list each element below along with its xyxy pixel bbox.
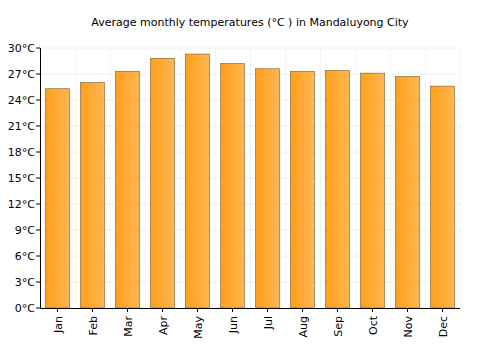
y-tick bbox=[36, 308, 40, 309]
x-tick bbox=[232, 308, 233, 312]
y-tick bbox=[36, 126, 40, 127]
x-tick-label: Nov bbox=[402, 316, 415, 338]
x-tick bbox=[162, 308, 163, 312]
x-tick bbox=[127, 308, 128, 312]
x-tick-label: Apr bbox=[157, 316, 170, 336]
y-tick-label: 12°C bbox=[8, 198, 35, 211]
grid-line-vertical bbox=[285, 48, 286, 308]
bar bbox=[186, 54, 210, 308]
grid-line-vertical bbox=[215, 48, 216, 308]
bar bbox=[81, 83, 105, 308]
y-tick-label: 6°C bbox=[15, 250, 35, 263]
y-tick-label: 21°C bbox=[8, 120, 35, 133]
x-tick-label: Jul bbox=[262, 316, 275, 330]
grid-line-vertical bbox=[110, 48, 111, 308]
bar bbox=[116, 71, 140, 308]
grid-line-vertical bbox=[40, 48, 41, 308]
x-tick-label: Aug bbox=[297, 316, 310, 337]
y-tick-label: 15°C bbox=[8, 172, 35, 185]
x-tick bbox=[442, 308, 443, 312]
bar bbox=[361, 73, 385, 308]
x-tick-label: Dec bbox=[437, 316, 450, 337]
grid-line-vertical bbox=[145, 48, 146, 308]
x-tick bbox=[92, 308, 93, 312]
grid-line-vertical bbox=[425, 48, 426, 308]
x-tick bbox=[57, 308, 58, 312]
bar bbox=[256, 69, 280, 308]
x-tick-label: Jan bbox=[52, 316, 65, 334]
x-tick-label: Jun bbox=[227, 316, 240, 334]
x-tick-label: Sep bbox=[332, 316, 345, 337]
y-tick bbox=[36, 178, 40, 179]
y-tick bbox=[36, 74, 40, 75]
bar bbox=[221, 64, 245, 308]
y-tick bbox=[36, 230, 40, 231]
y-tick-label: 0°C bbox=[15, 302, 35, 315]
bar bbox=[396, 77, 420, 308]
y-tick-label: 9°C bbox=[15, 224, 35, 237]
grid-line-vertical bbox=[390, 48, 391, 308]
y-tick-label: 24°C bbox=[8, 94, 35, 107]
bar bbox=[151, 58, 175, 308]
y-tick-label: 27°C bbox=[8, 68, 35, 81]
bar bbox=[46, 89, 70, 308]
x-tick bbox=[337, 308, 338, 312]
bar bbox=[291, 71, 315, 308]
bar bbox=[431, 86, 455, 308]
grid-line-vertical bbox=[320, 48, 321, 308]
grid-line-vertical bbox=[460, 48, 461, 308]
bars bbox=[46, 54, 455, 308]
x-tick-label: Feb bbox=[87, 316, 100, 335]
y-tick-label: 3°C bbox=[15, 276, 35, 289]
chart: Average monthly temperatures (°C ) in Ma… bbox=[0, 0, 500, 350]
bar bbox=[326, 71, 350, 308]
x-tick bbox=[197, 308, 198, 312]
y-tick bbox=[36, 282, 40, 283]
grid-line-vertical bbox=[355, 48, 356, 308]
y-tick-label: 18°C bbox=[8, 146, 35, 159]
y-tick bbox=[36, 100, 40, 101]
grid-line-vertical bbox=[250, 48, 251, 308]
grid-line-vertical bbox=[180, 48, 181, 308]
title: Average monthly temperatures (°C ) in Ma… bbox=[91, 16, 409, 29]
x-tick-label: Mar bbox=[122, 316, 135, 337]
y-tick-label: 30°C bbox=[8, 42, 35, 55]
x-tick bbox=[372, 308, 373, 312]
y-axis bbox=[40, 48, 41, 308]
x-tick bbox=[267, 308, 268, 312]
y-tick bbox=[36, 256, 40, 257]
grid-line-vertical bbox=[75, 48, 76, 308]
y-tick bbox=[36, 204, 40, 205]
x-tick bbox=[302, 308, 303, 312]
x-tick-label: Oct bbox=[367, 315, 380, 335]
y-tick bbox=[36, 48, 40, 49]
x-axis bbox=[40, 308, 460, 309]
x-tick-label: May bbox=[192, 316, 205, 339]
x-tick bbox=[407, 308, 408, 312]
y-tick bbox=[36, 152, 40, 153]
